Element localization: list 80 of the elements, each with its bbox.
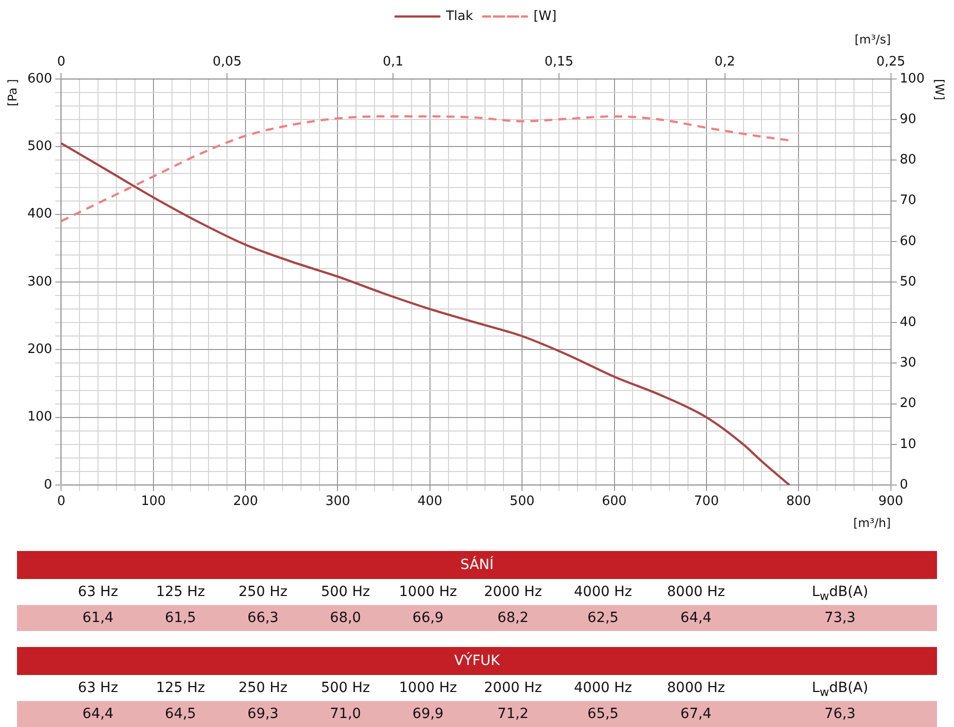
category-label: 4000 Hz xyxy=(573,583,633,602)
x-tick-label: 100 xyxy=(140,494,166,510)
y-tick-label: 0 xyxy=(44,477,52,492)
text: 62,5 xyxy=(586,609,620,628)
legend-label: Tlak xyxy=(444,8,474,24)
text: VÝFUK xyxy=(17,647,937,675)
x2-tick-label: 0,05 xyxy=(212,54,242,70)
line-series xyxy=(61,142,790,485)
text: 61,5 xyxy=(164,609,198,628)
x-axis-title: [m³/h] xyxy=(853,516,891,530)
x2-tick-label: 0,15 xyxy=(544,54,574,70)
x-tick-label: 700 xyxy=(694,494,719,510)
text: 76,3 xyxy=(823,705,857,724)
x-tick-label: 800 xyxy=(786,494,812,510)
category-label: 500 Hz xyxy=(320,583,372,602)
x2-tick-label: 0,1 xyxy=(382,54,404,70)
x2-tick-label: 0,2 xyxy=(714,54,736,70)
text: 69,9 xyxy=(411,705,445,724)
category-label: 63 Hz xyxy=(76,679,120,698)
category-label: L$_{w}$dB(A) xyxy=(810,583,870,605)
text: SÁNÍ xyxy=(17,551,937,579)
y-tick-label: 300 xyxy=(27,274,52,290)
text: 61,4 xyxy=(81,609,115,628)
category-label: 8000 Hz xyxy=(666,583,726,602)
y2-axis-title: [W] xyxy=(932,79,947,100)
y2-tick-label: 90 xyxy=(900,112,916,127)
y-tick-label: 200 xyxy=(27,342,52,358)
text: 69,3 xyxy=(246,705,280,724)
y-tick-label: 400 xyxy=(27,206,52,222)
x2-tick-label: 0,25 xyxy=(876,54,906,70)
category-label: L$_{w}$dB(A) xyxy=(810,679,870,701)
category-label: 125 Hz xyxy=(154,679,206,698)
text: 66,3 xyxy=(246,609,280,628)
y2-tick-label: 80 xyxy=(900,152,916,168)
category-label: 1000 Hz xyxy=(398,679,458,698)
text: 64,4 xyxy=(679,609,713,628)
text: 71,2 xyxy=(496,705,530,724)
y2-tick-label: 100 xyxy=(900,71,925,86)
x-tick-label: 200 xyxy=(233,494,258,510)
text: 67,4 xyxy=(679,705,713,724)
text: 64,5 xyxy=(164,705,198,724)
y2-tick-label: 10 xyxy=(900,436,916,452)
category-label: 63 Hz xyxy=(76,583,120,602)
category-label: 2000 Hz xyxy=(483,583,543,602)
category-label: 8000 Hz xyxy=(666,679,726,698)
y-tick-label: 600 xyxy=(27,71,52,86)
y2-tick-label: 20 xyxy=(900,396,916,412)
x-tick-label: 900 xyxy=(878,494,904,510)
category-label: 4000 Hz xyxy=(573,679,633,698)
y-tick-label: 500 xyxy=(27,139,52,154)
text: 66,9 xyxy=(411,609,445,628)
x-tick-label: 600 xyxy=(602,494,627,510)
line-series xyxy=(61,115,790,222)
y2-tick-label: 30 xyxy=(900,356,916,371)
x2-axis-title: [m³/s] xyxy=(854,32,891,46)
y2-tick-label: 70 xyxy=(900,193,916,208)
category-label: 2000 Hz xyxy=(483,679,543,698)
legend-label: [W] xyxy=(534,8,557,24)
text: 68,2 xyxy=(496,609,530,628)
category-label: 250 Hz xyxy=(237,679,289,698)
category-label: 125 Hz xyxy=(154,583,206,602)
x-tick-label: 0 xyxy=(57,494,66,510)
y2-tick-label: 40 xyxy=(900,314,916,330)
category-label: 250 Hz xyxy=(237,583,289,602)
x-tick-label: 300 xyxy=(325,494,350,510)
category-label: 500 Hz xyxy=(320,679,372,698)
y-tick-label: 100 xyxy=(27,410,52,425)
y2-tick-label: 0 xyxy=(900,477,908,492)
text: 71,0 xyxy=(328,705,362,724)
x-tick-label: 500 xyxy=(510,494,534,510)
text: 64,4 xyxy=(81,705,115,724)
x2-tick-label: 0 xyxy=(57,54,66,70)
text: 65,5 xyxy=(586,705,620,724)
x-tick-label: 400 xyxy=(418,494,442,510)
y2-tick-label: 50 xyxy=(900,274,916,290)
text: 73,3 xyxy=(823,609,857,628)
text: 68,0 xyxy=(328,609,362,628)
y-axis-title: [Pa ] xyxy=(5,79,20,106)
category-label: 1000 Hz xyxy=(398,583,458,602)
y2-tick-label: 60 xyxy=(900,234,916,249)
